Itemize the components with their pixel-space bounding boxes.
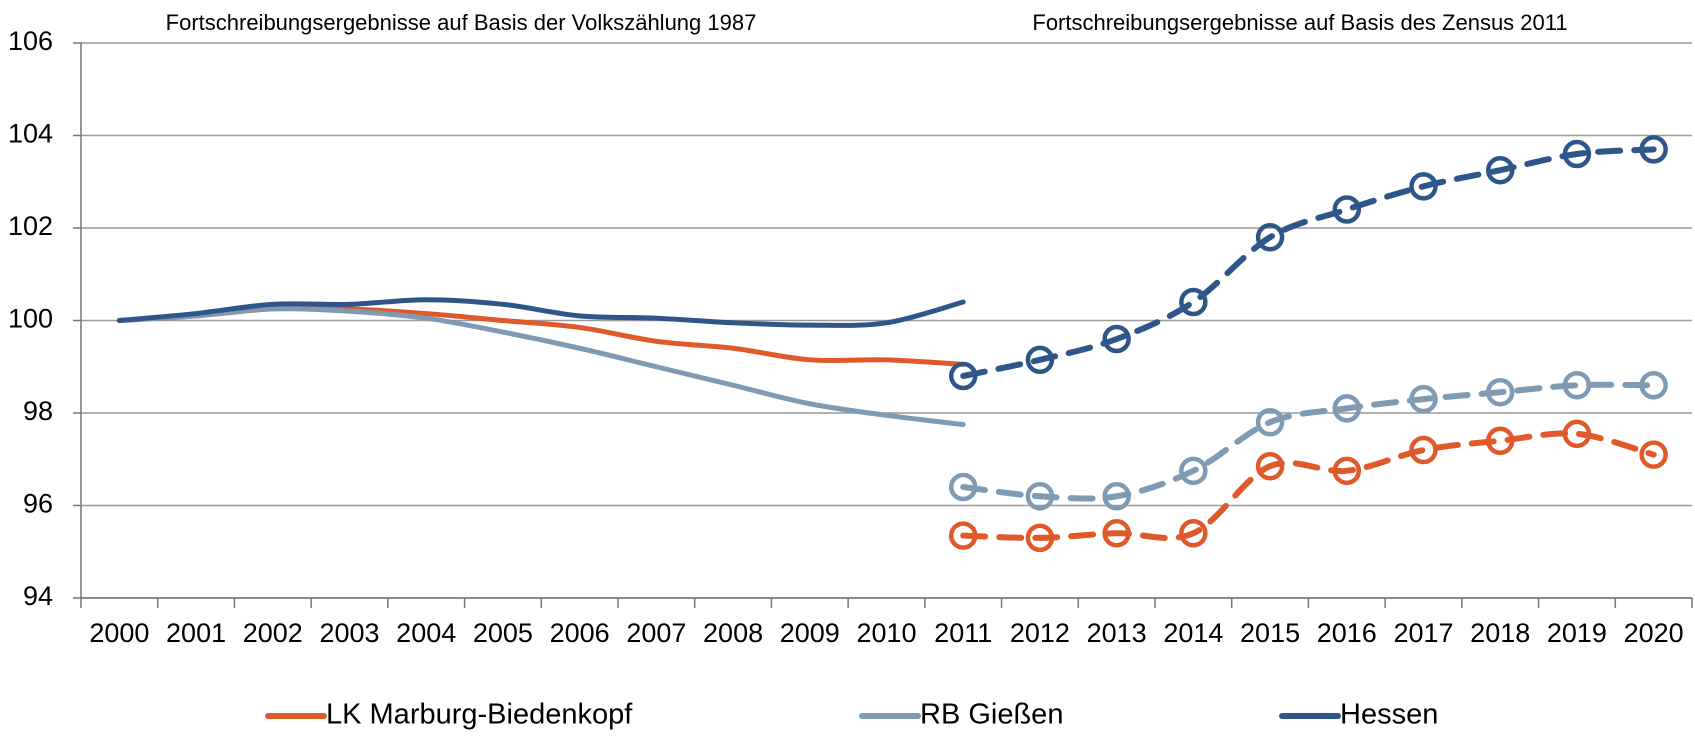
line bbox=[116, 305, 966, 367]
line bbox=[116, 297, 966, 328]
x-tick-label: 2001 bbox=[166, 618, 226, 648]
x-tick-label: 2009 bbox=[780, 618, 840, 648]
line bbox=[960, 146, 1657, 379]
marker bbox=[1485, 155, 1515, 185]
legend-label: RB Gießen bbox=[920, 699, 1063, 731]
x-tick-label: 2003 bbox=[319, 618, 379, 648]
marker bbox=[1639, 440, 1668, 469]
y-tick-label: 96 bbox=[23, 489, 53, 519]
x-tick-label: 2015 bbox=[1240, 618, 1300, 648]
marker bbox=[1179, 519, 1208, 548]
y-tick-label: 106 bbox=[8, 26, 53, 56]
marker bbox=[1332, 456, 1362, 486]
x-tick-label: 2006 bbox=[550, 618, 610, 648]
x-tick-label: 2008 bbox=[703, 618, 763, 648]
marker bbox=[1562, 419, 1592, 449]
marker bbox=[1332, 394, 1362, 423]
x-tick-label: 2004 bbox=[396, 618, 456, 648]
x-tick-label: 2011 bbox=[934, 618, 992, 648]
y-tick-label: 100 bbox=[8, 304, 53, 334]
marker bbox=[1409, 384, 1438, 414]
x-tick-label: 2012 bbox=[1010, 618, 1070, 648]
marker bbox=[1409, 435, 1438, 465]
marker bbox=[1179, 287, 1208, 317]
marker bbox=[1102, 324, 1131, 354]
marker bbox=[1332, 195, 1362, 224]
x-tick-label: 2016 bbox=[1317, 618, 1377, 648]
marker bbox=[1255, 451, 1285, 481]
marker bbox=[948, 361, 978, 391]
marker bbox=[1102, 519, 1131, 548]
y-tick-label: 94 bbox=[23, 581, 53, 611]
x-tick-label: 2007 bbox=[626, 618, 686, 648]
marker bbox=[1485, 426, 1515, 455]
legend-label: Hessen bbox=[1340, 699, 1438, 731]
marker bbox=[1102, 482, 1131, 511]
x-tick-label: 2014 bbox=[1163, 618, 1223, 648]
y-tick-label: 104 bbox=[8, 119, 53, 149]
marker bbox=[1562, 371, 1592, 400]
marker bbox=[1409, 172, 1438, 201]
marker bbox=[1562, 139, 1592, 169]
marker bbox=[1025, 482, 1055, 511]
line bbox=[960, 381, 1657, 502]
annotation: Fortschreibungsergebnisse auf Basis des … bbox=[1032, 10, 1567, 35]
y-tick-label: 102 bbox=[8, 211, 53, 241]
x-tick-label: 2000 bbox=[89, 618, 149, 648]
marker bbox=[1025, 523, 1055, 553]
annotation: Fortschreibungsergebnisse auf Basis der … bbox=[166, 10, 757, 35]
marker bbox=[1255, 223, 1285, 252]
x-tick-label: 2013 bbox=[1087, 618, 1147, 648]
line bbox=[116, 306, 966, 428]
marker bbox=[1639, 135, 1668, 164]
x-tick-label: 2018 bbox=[1470, 618, 1530, 648]
marker bbox=[948, 472, 978, 502]
y-tick-label: 98 bbox=[23, 396, 53, 426]
marker bbox=[1025, 345, 1055, 375]
marker bbox=[1639, 371, 1668, 400]
legend-label: LK Marburg-Biedenkopf bbox=[326, 699, 633, 731]
x-tick-label: 2017 bbox=[1393, 618, 1453, 648]
line bbox=[960, 430, 1657, 542]
marker bbox=[948, 521, 978, 550]
x-tick-label: 2002 bbox=[243, 618, 303, 648]
marker bbox=[1485, 377, 1515, 407]
x-tick-label: 2010 bbox=[856, 618, 916, 648]
marker bbox=[1179, 456, 1208, 486]
x-tick-label: 2019 bbox=[1547, 618, 1607, 648]
marker bbox=[1255, 408, 1285, 437]
x-tick-label: 2005 bbox=[473, 618, 533, 648]
x-tick-label: 2020 bbox=[1624, 618, 1684, 648]
